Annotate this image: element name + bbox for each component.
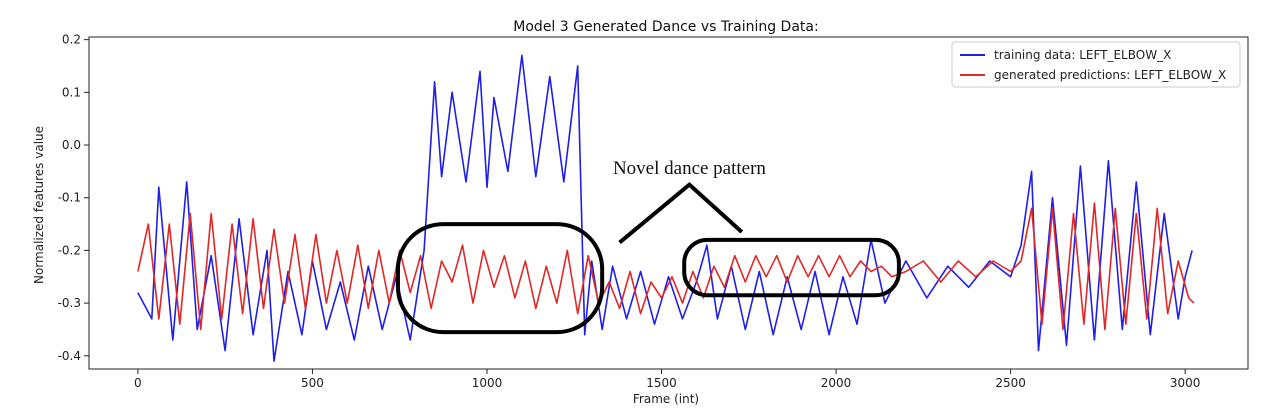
y-tick-label: -0.2 — [58, 243, 81, 257]
x-axis-title: Frame (int) — [633, 392, 699, 406]
legend-box — [951, 41, 1241, 88]
legend: training data: LEFT_ELBOW_X generated pre… — [951, 41, 1241, 88]
x-tick-label: 3000 — [1170, 376, 1201, 390]
x-tick-label: 0 — [134, 376, 142, 390]
y-tick-label: 0.0 — [62, 138, 81, 152]
y-tick-label: 0.1 — [62, 85, 81, 99]
series-line-1 — [137, 54, 1193, 362]
highlight-region-2 — [682, 237, 901, 298]
x-tick-label: 1000 — [472, 376, 503, 390]
legend-label-2: generated predictions: LEFT_ELBOW_X — [994, 68, 1226, 82]
legend-label-1: training data: LEFT_ELBOW_X — [994, 48, 1171, 62]
y-tick-label: -0.1 — [58, 191, 81, 205]
x-tick-label: 500 — [301, 376, 324, 390]
x-tick-label: 2500 — [995, 376, 1026, 390]
x-tick-label: 1500 — [646, 376, 677, 390]
series-line-2 — [137, 202, 1195, 331]
annotation-text: Novel dance pattern — [613, 158, 766, 179]
y-tick-label: -0.4 — [58, 349, 81, 363]
y-tick-label: 0.2 — [62, 33, 81, 47]
chart-title: Model 3 Generated Dance vs Training Data… — [513, 19, 818, 35]
x-tick-label: 2000 — [821, 376, 852, 390]
plot-area: 0 500 1000 1500 2000 2500 3000 -0.4 -0.3 -0.2 -0.1… — [58, 33, 1249, 390]
y-axis-title: Normalized features value — [32, 126, 46, 284]
callout-line-1 — [618, 181, 744, 245]
highlight-region-1 — [395, 222, 605, 335]
y-tick-label: -0.3 — [58, 296, 81, 310]
plot-frame — [88, 36, 1249, 370]
